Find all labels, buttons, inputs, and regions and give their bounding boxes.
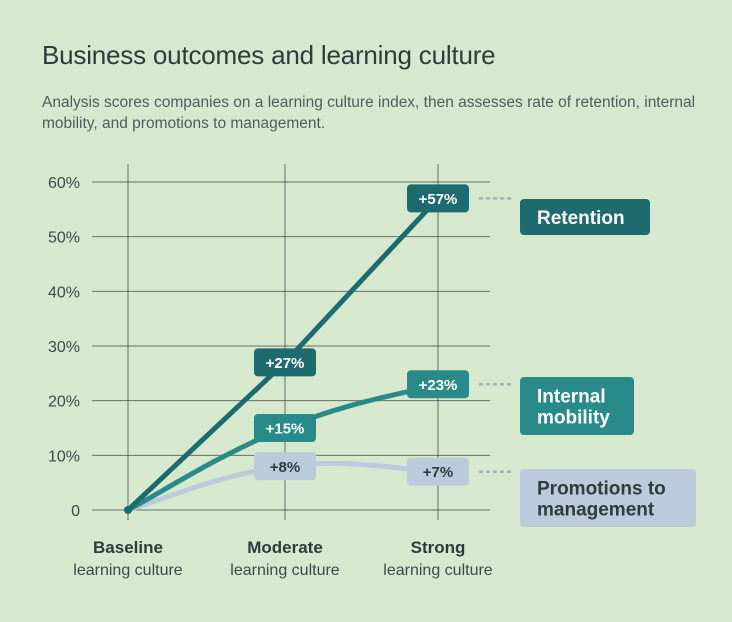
legend-label: mobility bbox=[537, 408, 610, 429]
x-category-sublabel: learning culture bbox=[230, 562, 340, 579]
series-line-internal_mobility bbox=[125, 381, 441, 513]
chart-subtitle: Analysis scores companies on a learning … bbox=[42, 94, 696, 132]
point-label-promotions: +8% bbox=[254, 452, 316, 481]
point-label-text: +7% bbox=[423, 464, 453, 481]
point-label-retention: +27% bbox=[254, 348, 316, 377]
x-category-sublabel: learning culture bbox=[383, 562, 493, 579]
y-tick-label: 60% bbox=[48, 175, 80, 192]
point-label-text: +27% bbox=[266, 355, 305, 372]
y-tick-label: 30% bbox=[48, 339, 80, 356]
point-label-badge bbox=[254, 414, 316, 442]
legend-label: management bbox=[537, 500, 655, 521]
point-label-badge bbox=[407, 370, 469, 399]
point-label-badge bbox=[407, 457, 469, 486]
x-category-label: Moderate bbox=[247, 538, 323, 557]
chart-title: Business outcomes and learning culture bbox=[42, 40, 496, 70]
legend-item-retention: Retention bbox=[520, 199, 650, 235]
point-label-text: +15% bbox=[266, 421, 305, 438]
legend-label: Promotions to bbox=[537, 479, 666, 500]
y-tick-label: 20% bbox=[48, 394, 80, 411]
point-label-internal_mobility: +15% bbox=[254, 414, 316, 442]
x-category-label: Baseline bbox=[93, 538, 163, 557]
legend-box bbox=[520, 469, 696, 527]
legend-label: Retention bbox=[537, 208, 625, 229]
x-category-label: Strong bbox=[411, 538, 466, 557]
legend-box bbox=[520, 199, 650, 235]
point-label-text: +23% bbox=[419, 377, 458, 394]
point-label-internal_mobility: +23% bbox=[407, 370, 469, 399]
point-label-retention: +57% bbox=[407, 184, 469, 213]
legend-box bbox=[520, 377, 634, 435]
y-tick-label: 40% bbox=[48, 284, 80, 301]
point-label-badge bbox=[254, 452, 316, 481]
point-label-badge bbox=[254, 348, 316, 377]
origin-point bbox=[124, 506, 132, 514]
y-tick-label: 10% bbox=[48, 448, 80, 465]
legend-label: Internal bbox=[537, 387, 606, 408]
point-label-promotions: +7% bbox=[407, 457, 469, 486]
x-category-sublabel: learning culture bbox=[73, 562, 183, 579]
point-label-text: +8% bbox=[270, 459, 300, 476]
point-label-text: +57% bbox=[419, 191, 458, 208]
y-tick-label: 0 bbox=[71, 503, 80, 520]
point-label-badge bbox=[407, 184, 469, 213]
y-tick-label: 50% bbox=[48, 230, 80, 247]
